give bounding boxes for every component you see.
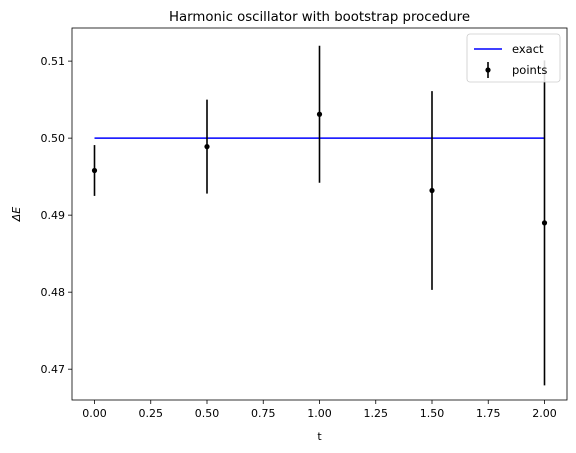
- y-axis: 0.47 0.48 0.49 0.50 0.51: [41, 55, 72, 376]
- x-tick-label: 0.75: [251, 407, 276, 420]
- y-tick-label: 0.49: [41, 209, 66, 222]
- x-tick-label: 1.75: [476, 407, 501, 420]
- y-tick-label: 0.47: [41, 363, 66, 376]
- plot-area: [91, 45, 548, 386]
- x-axis-label: t: [317, 430, 322, 443]
- legend: exact points: [466, 33, 561, 83]
- x-tick-label: 2.00: [532, 407, 557, 420]
- y-tick-label: 0.51: [41, 55, 66, 68]
- x-tick-label: 1.50: [420, 407, 445, 420]
- x-tick-label: 0.00: [82, 407, 107, 420]
- chart-title: Harmonic oscillator with bootstrap proce…: [169, 10, 470, 25]
- data-point: [91, 167, 98, 174]
- legend-exact-label: exact: [512, 42, 544, 56]
- data-point: [541, 220, 548, 226]
- x-tick-label: 1.00: [307, 407, 332, 420]
- y-tick-label: 0.48: [41, 286, 66, 299]
- x-axis: 0.00 0.25 0.50 0.75 1.00 1.25 1.50 1.75 2.00: [82, 400, 557, 420]
- legend-points-label: points: [512, 63, 547, 77]
- x-tick-label: 1.25: [364, 407, 389, 420]
- data-point: [429, 187, 435, 194]
- y-tick-label: 0.50: [41, 132, 66, 145]
- legend-points-marker: [485, 67, 491, 73]
- y-axis-label: ΔE: [10, 207, 23, 223]
- x-tick-label: 0.25: [139, 407, 164, 420]
- x-tick-label: 0.50: [195, 407, 220, 420]
- data-point: [204, 144, 210, 150]
- data-point: [316, 111, 323, 117]
